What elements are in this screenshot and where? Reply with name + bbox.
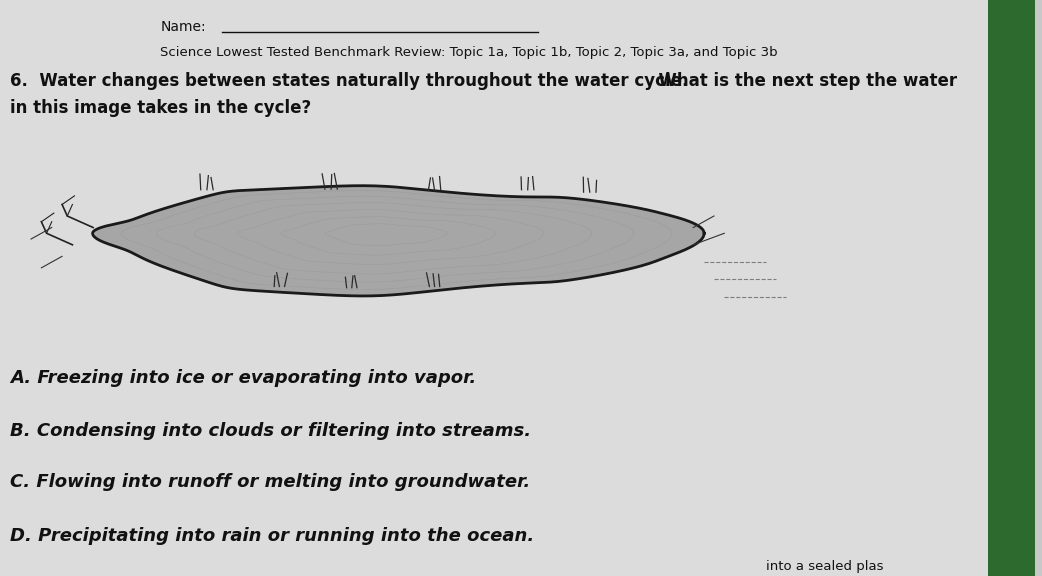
Text: Science Lowest Tested Benchmark Review: Topic 1a, Topic 1b, Topic 2, Topic 3a, a: Science Lowest Tested Benchmark Review: … [160,46,778,59]
Text: D. Precipitating into rain or running into the ocean.: D. Precipitating into rain or running in… [10,527,535,545]
Text: into a sealed plas: into a sealed plas [766,560,884,573]
Polygon shape [93,185,704,296]
Text: Name:: Name: [160,20,206,34]
Text: B. Condensing into clouds or filtering into streams.: B. Condensing into clouds or filtering i… [10,422,531,439]
Text: What is the next step the water: What is the next step the water [647,72,957,90]
Text: in this image takes in the cycle?: in this image takes in the cycle? [10,99,312,117]
Text: C. Flowing into runoff or melting into groundwater.: C. Flowing into runoff or melting into g… [10,473,530,491]
Text: 6.  Water changes between states naturally throughout the water cycle.: 6. Water changes between states naturall… [10,72,689,90]
Bar [988,0,1035,576]
Text: A. Freezing into ice or evaporating into vapor.: A. Freezing into ice or evaporating into… [10,369,476,386]
FancyBboxPatch shape [0,0,993,576]
